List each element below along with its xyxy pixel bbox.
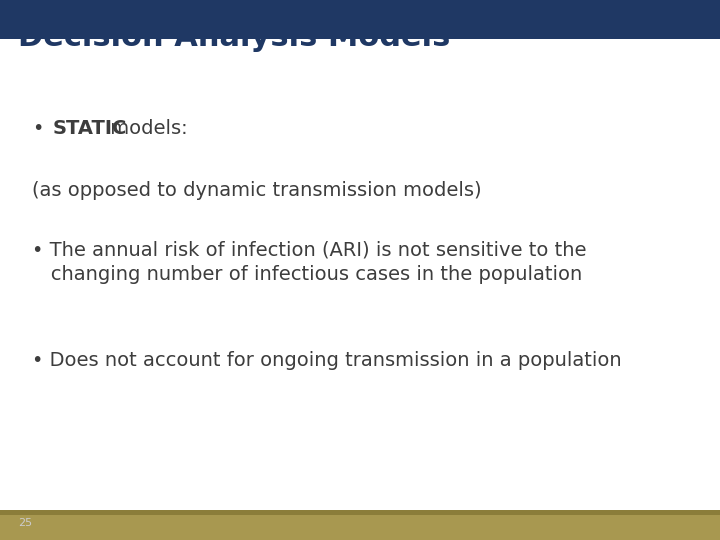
Text: •: • [32, 119, 44, 138]
Text: Decision Analysis Models: Decision Analysis Models [18, 23, 451, 52]
Text: STATIC: STATIC [53, 119, 127, 138]
Text: 25: 25 [18, 518, 32, 528]
FancyBboxPatch shape [0, 0, 720, 39]
Text: • The annual risk of infection (ARI) is not sensitive to the
   changing number : • The annual risk of infection (ARI) is … [32, 240, 587, 284]
Text: (as opposed to dynamic transmission models): (as opposed to dynamic transmission mode… [32, 181, 482, 200]
FancyBboxPatch shape [0, 515, 720, 540]
Text: models:: models: [104, 119, 188, 138]
FancyBboxPatch shape [0, 510, 720, 515]
Text: • Does not account for ongoing transmission in a population: • Does not account for ongoing transmiss… [32, 351, 622, 370]
